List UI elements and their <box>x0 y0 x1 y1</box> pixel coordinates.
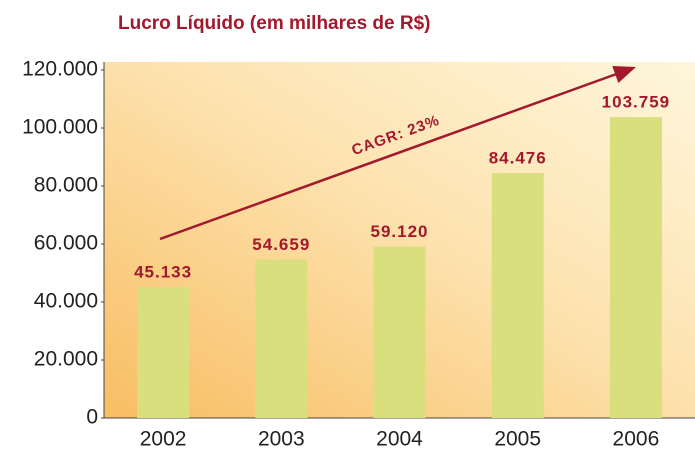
x-tick-label: 2006 <box>613 428 660 450</box>
y-tick-label: 60.000 <box>34 232 98 255</box>
trend-arrow <box>159 70 623 241</box>
value-label: 45.133 <box>134 263 192 282</box>
y-tick-label: 80.000 <box>34 174 98 197</box>
y-tick-label: 40.000 <box>34 290 98 313</box>
value-label: 84.476 <box>489 149 547 168</box>
y-tick-label: 0 <box>86 406 98 429</box>
bar <box>373 246 426 418</box>
y-tick-label: 120.000 <box>22 58 98 81</box>
bar <box>609 117 662 418</box>
bar <box>491 173 544 418</box>
value-label: 103.759 <box>602 93 670 112</box>
x-tick-label: 2005 <box>494 428 541 450</box>
arrow-head <box>612 66 636 83</box>
value-label: 59.120 <box>371 222 429 241</box>
y-tick-label: 20.000 <box>34 348 98 371</box>
x-tick-label: 2004 <box>376 428 423 450</box>
y-tick-label: 100.000 <box>22 116 98 139</box>
x-tick-label: 2002 <box>140 428 187 450</box>
value-label: 54.659 <box>252 235 310 254</box>
chart-title: Lucro Líquido (em milhares de R$) <box>118 13 431 34</box>
bar <box>137 287 190 418</box>
x-tick-label: 2003 <box>258 428 305 450</box>
bar <box>255 259 308 418</box>
